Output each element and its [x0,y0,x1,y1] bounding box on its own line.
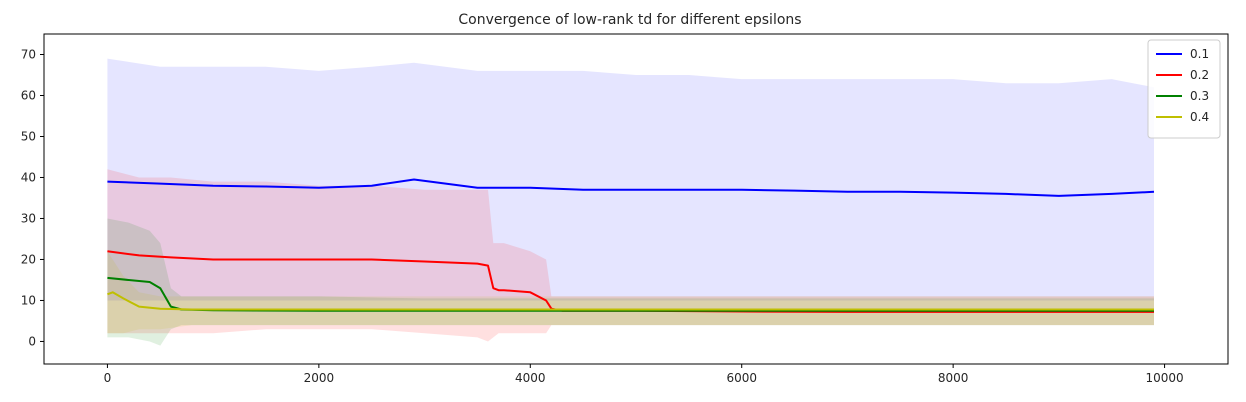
legend-label: 0.2 [1190,68,1209,82]
band-series-0-2 [107,169,1154,342]
band-series-0-3 [107,218,1154,346]
y-tick-label: 60 [21,88,36,102]
y-tick-label: 10 [21,293,36,307]
legend-label: 0.3 [1190,89,1209,103]
legend-box [1147,39,1221,139]
legend: 0.1 0.2 0.3 0.4 [1147,39,1221,139]
y-tick-label: 40 [21,170,36,184]
confidence-bands [107,58,1154,346]
line-series-0-4 [107,291,1154,311]
legend-label: 0.1 [1190,47,1209,61]
x-tick-label: 6000 [726,371,757,385]
line-series-0-3 [107,276,1154,312]
y-tick-label: 30 [21,211,36,225]
y-tick-label: 70 [21,47,36,61]
y-tick-label: 0 [28,334,36,348]
y-tick-label: 20 [21,252,36,266]
y-axis: 0 10 20 30 40 50 60 70 [21,47,44,348]
x-tick-label: 4000 [515,371,546,385]
x-axis: 0 2000 4000 6000 8000 10000 [104,364,1184,385]
x-tick-label: 0 [104,371,112,385]
x-tick-label: 8000 [938,371,969,385]
y-tick-label: 50 [21,129,36,143]
band-series-0-1 [107,58,1154,301]
x-tick-label: 2000 [304,371,335,385]
x-tick-label: 10000 [1145,371,1183,385]
legend-label: 0.4 [1190,110,1209,124]
line-series-0-1 [107,178,1155,197]
plot-frame [43,33,1229,365]
series-lines [107,178,1155,313]
chart-title: Convergence of low-rank td for different… [458,12,801,28]
